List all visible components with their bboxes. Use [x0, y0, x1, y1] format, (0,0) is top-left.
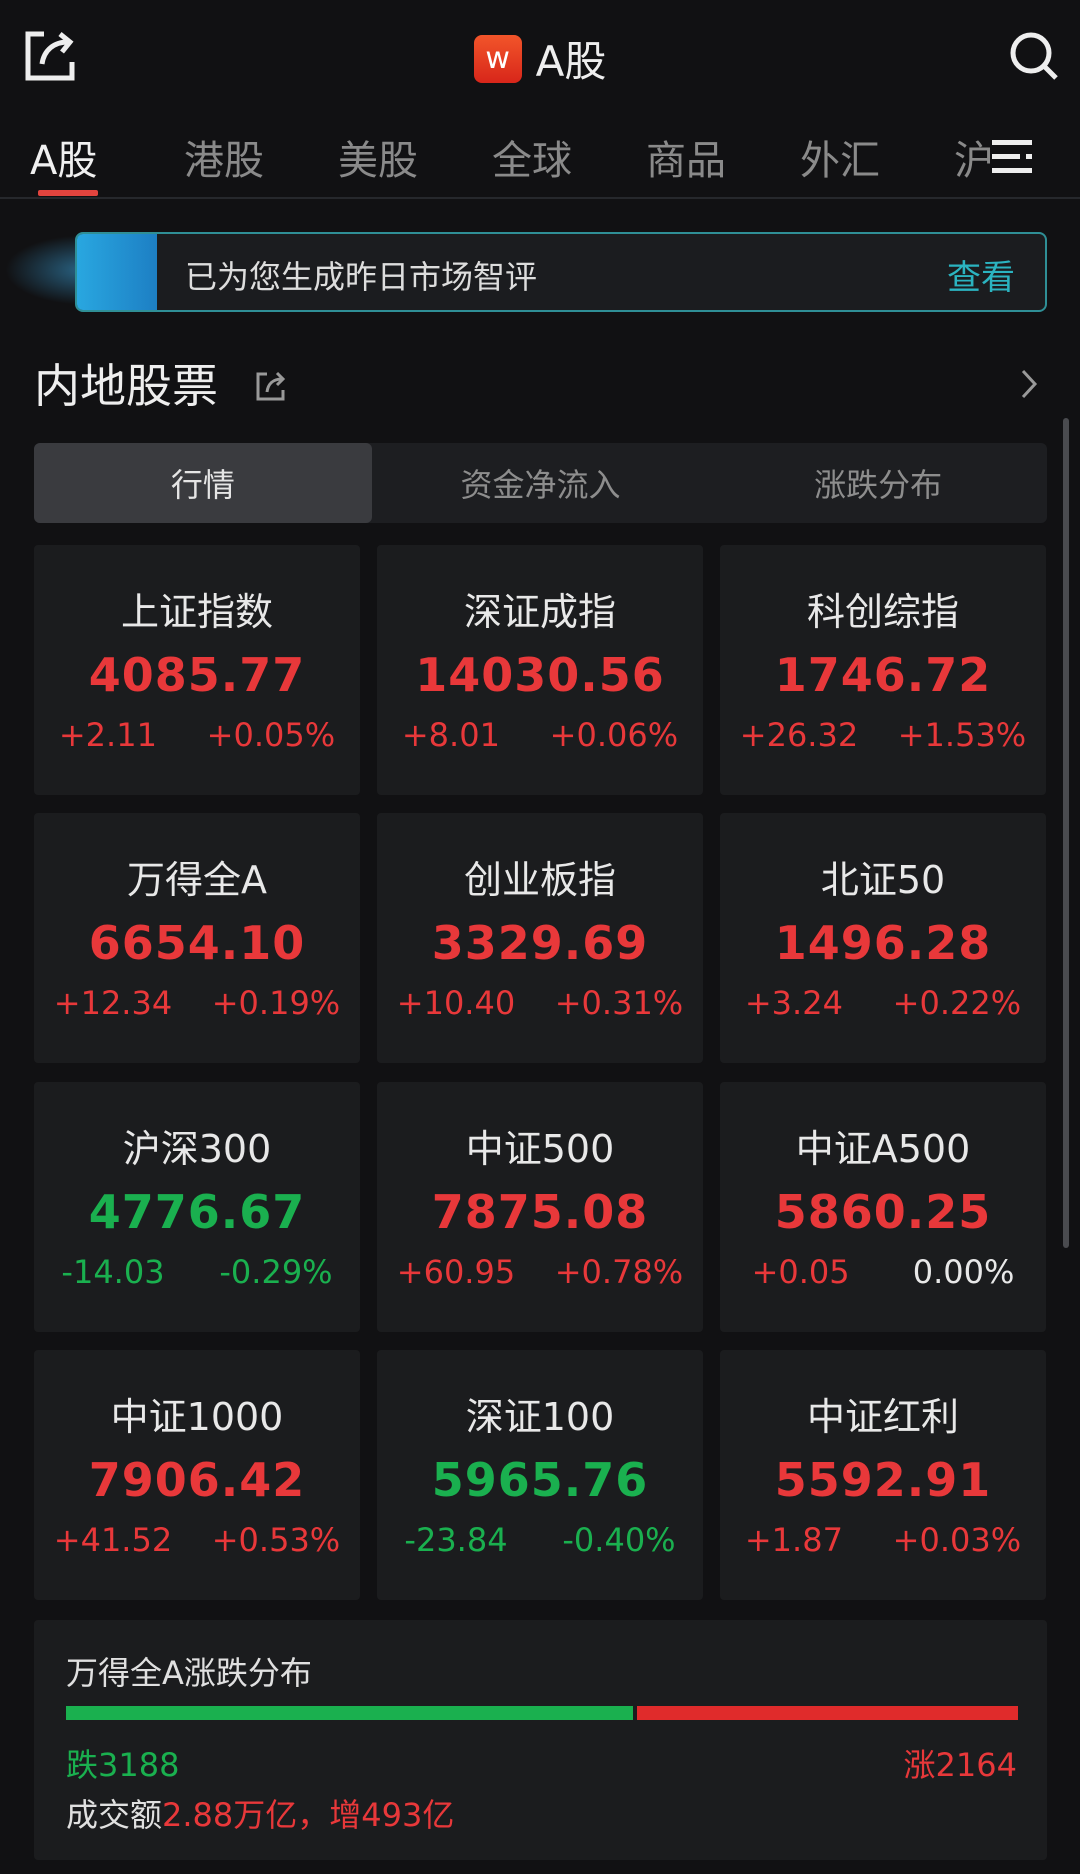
market-tabs: A股 港股 美股 全球 商品 外汇 沪 [30, 128, 1080, 196]
index-pct: +0.06% [549, 716, 679, 754]
index-card[interactable]: 中证500 7875.08 +60.95 +0.78% [377, 1082, 703, 1332]
tab-4[interactable]: 商品 [646, 138, 726, 184]
index-name: 深证100 [465, 1395, 615, 1439]
index-change: +2.11 [58, 716, 157, 754]
index-value: 5860.25 [774, 1185, 992, 1239]
index-card[interactable]: 北证50 1496.28 +3.24 +0.22% [720, 813, 1046, 1063]
segmented-control: 行情 资金净流入 涨跌分布 [34, 443, 1047, 523]
tab-0[interactable]: A股 [30, 128, 184, 196]
tab-6[interactable]: 沪 [954, 138, 994, 184]
index-card[interactable]: 中证红利 5592.91 +1.87 +0.03% [720, 1350, 1046, 1600]
index-pct: +0.53% [211, 1521, 341, 1559]
index-change: +41.52 [53, 1521, 173, 1559]
index-change: +26.32 [739, 716, 859, 754]
index-card[interactable]: 中证A500 5860.25 +0.05 0.00% [720, 1082, 1046, 1332]
distribution-bar [66, 1706, 1018, 1720]
index-card[interactable]: 中证1000 7906.42 +41.52 +0.53% [34, 1350, 360, 1600]
index-change: +3.24 [744, 984, 843, 1022]
index-name: 中证1000 [110, 1395, 284, 1439]
segment-1[interactable]: 资金净流入 [460, 466, 621, 504]
chevron-right-icon[interactable] [1020, 368, 1038, 404]
menu-icon[interactable] [992, 140, 1034, 178]
index-pct: +0.19% [211, 984, 341, 1022]
index-change: -14.03 [61, 1253, 165, 1291]
tab-1[interactable]: 港股 [184, 138, 264, 184]
index-name: 沪深300 [122, 1127, 272, 1171]
index-value: 4776.67 [88, 1185, 306, 1239]
index-name: 中证红利 [806, 1395, 959, 1439]
index-value: 7875.08 [431, 1185, 649, 1239]
index-pct: +0.05% [206, 716, 336, 754]
index-name: 北证50 [820, 858, 946, 902]
search-icon[interactable] [1008, 30, 1060, 86]
index-value: 14030.56 [415, 648, 665, 702]
index-name: 万得全A [127, 858, 267, 902]
index-name: 创业板指 [463, 858, 616, 902]
wind-logo: w [473, 34, 522, 83]
share-icon[interactable] [24, 30, 76, 86]
index-change: +10.40 [396, 984, 516, 1022]
distribution-title: 万得全A涨跌分布 [66, 1654, 312, 1692]
turnover: 成交额2.88万亿，增493亿 [66, 1796, 455, 1834]
tab-3[interactable]: 全球 [492, 138, 572, 184]
index-card[interactable]: 万得全A 6654.10 +12.34 +0.19% [34, 813, 360, 1063]
banner-text: 已为您生成昨日市场智评 [185, 258, 538, 296]
banner-accent [77, 234, 157, 310]
index-name: 深证成指 [463, 590, 616, 634]
index-value: 1496.28 [774, 916, 992, 970]
index-card[interactable]: 沪深300 4776.67 -14.03 -0.29% [34, 1082, 360, 1332]
index-pct: -0.40% [562, 1521, 676, 1559]
index-card[interactable]: 上证指数 4085.77 +2.11 +0.05% [34, 545, 360, 795]
scrollbar[interactable] [1063, 418, 1069, 1248]
index-pct: +0.31% [554, 984, 684, 1022]
index-pct: +1.53% [897, 716, 1027, 754]
segment-0[interactable]: 行情 [34, 443, 372, 523]
index-value: 7906.42 [88, 1453, 306, 1507]
up-bar [637, 1706, 1018, 1720]
index-change: +0.05 [751, 1253, 850, 1291]
up-count: 涨2164 [903, 1746, 1017, 1784]
down-count: 跌3188 [66, 1746, 180, 1784]
index-change: +1.87 [744, 1521, 843, 1559]
index-change: +8.01 [401, 716, 500, 754]
index-value: 1746.72 [774, 648, 992, 702]
section-title[interactable]: 内地股票 [34, 350, 287, 416]
index-value: 3329.69 [431, 916, 649, 970]
index-name: 上证指数 [120, 590, 273, 634]
index-change: +60.95 [396, 1253, 516, 1291]
down-bar [66, 1706, 634, 1720]
header-title: w A股 [0, 28, 1080, 89]
index-name: 中证A500 [795, 1127, 971, 1171]
index-card[interactable]: 创业板指 3329.69 +10.40 +0.31% [377, 813, 703, 1063]
segment-2[interactable]: 涨跌分布 [814, 466, 943, 504]
view-button[interactable]: 查看 [947, 258, 1015, 298]
index-value: 6654.10 [88, 916, 306, 970]
index-change: -23.84 [404, 1521, 508, 1559]
index-pct: -0.29% [219, 1253, 333, 1291]
index-value: 5592.91 [774, 1453, 992, 1507]
index-pct: +0.22% [892, 984, 1022, 1022]
index-change: +12.34 [53, 984, 173, 1022]
index-name: 科创综指 [806, 590, 959, 634]
page-title: A股 [535, 37, 607, 86]
index-card[interactable]: 深证成指 14030.56 +8.01 +0.06% [377, 545, 703, 795]
divider [0, 197, 1080, 199]
banner-glow [5, 235, 85, 305]
index-card[interactable]: 科创综指 1746.72 +26.32 +1.53% [720, 545, 1046, 795]
tab-5[interactable]: 外汇 [800, 138, 880, 184]
index-name: 中证500 [465, 1127, 615, 1171]
index-value: 5965.76 [431, 1453, 649, 1507]
index-pct: 0.00% [912, 1253, 1015, 1291]
external-link-icon[interactable] [255, 370, 287, 402]
ai-review-banner[interactable]: 已为您生成昨日市场智评 查看 [75, 232, 1047, 312]
index-pct: +0.03% [892, 1521, 1022, 1559]
tab-2[interactable]: 美股 [338, 138, 418, 184]
distribution-panel[interactable]: 万得全A涨跌分布 跌3188 涨2164 成交额2.88万亿，增493亿 [34, 1620, 1047, 1860]
index-value: 4085.77 [88, 648, 306, 702]
index-card[interactable]: 深证100 5965.76 -23.84 -0.40% [377, 1350, 703, 1600]
index-pct: +0.78% [554, 1253, 684, 1291]
